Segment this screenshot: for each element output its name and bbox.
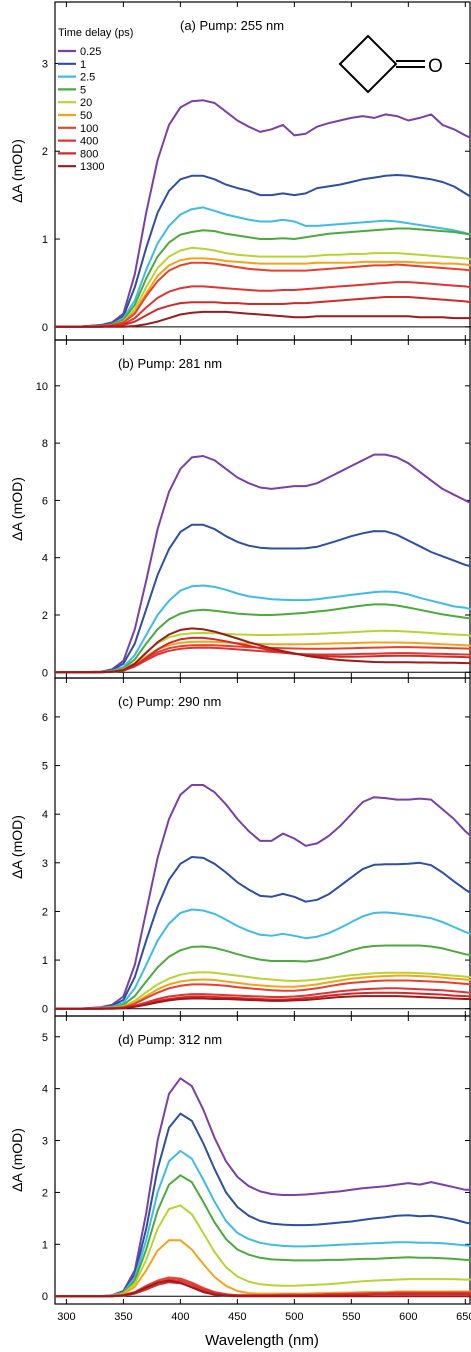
legend-entry: 0.25 [80, 46, 101, 58]
legend-entry: 400 [80, 136, 98, 148]
legend-entry: 2.5 [80, 72, 95, 84]
legend-entry: 100 [80, 123, 98, 135]
y-tick-label: 0 [42, 667, 48, 679]
y-axis-label: ΔA (mOD) [9, 815, 25, 879]
series-line-0.25 [55, 99, 471, 328]
series-line-1300 [55, 627, 471, 674]
y-tick-label: 3 [42, 58, 48, 70]
y-tick-label: 2 [42, 146, 48, 158]
series-line-1 [55, 1112, 471, 1298]
series-line-800 [55, 636, 471, 674]
series-line-5 [55, 603, 471, 674]
legend-entry: 50 [80, 110, 92, 122]
y-tick-label: 4 [42, 809, 48, 821]
y-tick-label: 1 [42, 1239, 48, 1251]
plot-frame [54, 677, 471, 1017]
y-tick-label: 2 [42, 906, 48, 918]
y-tick-label: 2 [42, 1187, 48, 1199]
series-line-50 [55, 974, 471, 1010]
series-line-1300 [55, 1279, 471, 1298]
x-tick-label: 400 [171, 1311, 189, 1323]
y-tick-label: 0 [42, 322, 48, 334]
x-tick-label: 350 [114, 1311, 132, 1323]
y-tick-label: 3 [42, 858, 48, 870]
series-line-1 [55, 856, 471, 1010]
x-tick-label: 550 [342, 1311, 360, 1323]
series-line-1 [55, 174, 471, 328]
x-tick-label: 500 [285, 1311, 303, 1323]
y-axis-label: ΔA (mOD) [9, 1128, 25, 1192]
series-line-2.5 [55, 1149, 471, 1298]
chart-legend: Time delay (ps) 0.2512.55205010040080013… [58, 27, 133, 173]
series-line-5 [55, 944, 471, 1010]
series-line-2.5 [55, 584, 471, 674]
series-line-50 [55, 640, 471, 674]
panel-label: (a) Pump: 255 nm [180, 18, 284, 33]
y-tick-label: 1 [42, 955, 48, 967]
legend-entry: 800 [80, 148, 98, 160]
plot-frame [54, 339, 471, 679]
series-line-100 [55, 261, 471, 328]
plot-frame [54, 1015, 471, 1305]
panel-label: (c) Pump: 290 nm [118, 694, 221, 709]
series-line-5 [55, 227, 471, 328]
series-line-20 [55, 1204, 471, 1298]
panel-c: 0 1 2 3 4 5 6 ΔA (mOD) (c) Pump: 290 nm [9, 677, 471, 1017]
x-axis-label: Wavelength (nm) [205, 1332, 319, 1349]
series-line-1 [55, 523, 471, 674]
series-line-0.25 [55, 453, 471, 674]
plot-frame [54, 1, 471, 341]
x-tick-label: 450 [228, 1311, 246, 1323]
y-axis-label: ΔA (mOD) [9, 139, 25, 203]
y-tick-label: 1 [42, 234, 48, 246]
oxygen-label: O [428, 56, 443, 77]
x-tick-label: 650 [456, 1311, 471, 1323]
series-line-1300 [55, 995, 471, 1010]
series-line-2.5 [55, 908, 471, 1010]
series-line-5 [55, 1174, 471, 1298]
y-tick-label: 0 [42, 1291, 48, 1303]
series-line-20 [55, 246, 471, 328]
cyclobutanone-structure-icon: O [338, 34, 443, 94]
y-tick-label: 3 [42, 1136, 48, 1148]
y-tick-label: 10 [36, 381, 48, 393]
series-line-400 [55, 281, 471, 328]
panel-label: (b) Pump: 281 nm [118, 356, 222, 371]
legend-entry: 20 [80, 97, 92, 109]
panel-b: 0 2 4 6 8 10 ΔA (mOD) (b) Pump: 281 nm [9, 339, 471, 679]
legend-entry: 1 [80, 59, 86, 71]
y-tick-label: 5 [42, 1032, 48, 1044]
series-line-0.25 [55, 1077, 471, 1298]
series-line-50 [55, 1239, 471, 1298]
panel-label: (d) Pump: 312 nm [118, 1032, 222, 1047]
series-line-50 [55, 257, 471, 328]
y-tick-label: 6 [42, 712, 48, 724]
series-line-0.25 [55, 784, 471, 1010]
y-axis-label: ΔA (mOD) [9, 477, 25, 541]
y-tick-label: 5 [42, 761, 48, 773]
y-tick-label: 0 [42, 1004, 48, 1016]
series-line-400 [55, 987, 471, 1010]
series-line-1300 [55, 310, 471, 328]
legend-entry: 5 [80, 84, 86, 96]
series-line-20 [55, 971, 471, 1010]
legend-entry: 1300 [80, 161, 104, 173]
x-tick-label: 300 [57, 1311, 75, 1323]
series-line-800 [55, 296, 471, 328]
y-tick-label: 8 [42, 438, 48, 450]
y-tick-label: 2 [42, 610, 48, 622]
series-line-2.5 [55, 206, 471, 328]
series-line-100 [55, 979, 471, 1010]
y-tick-label: 6 [42, 495, 48, 507]
legend-title: Time delay (ps) [58, 27, 133, 39]
panel-d: 0 1 2 3 4 5 300 350 400 450 500 550 600 650 ΔA (mOD) (d… [9, 1015, 471, 1323]
y-tick-label: 4 [42, 1084, 48, 1096]
x-tick-label: 600 [399, 1311, 417, 1323]
y-tick-label: 4 [42, 553, 48, 565]
panel-a: 0 1 2 3 ΔA (mOD) (a) Pump: 255 nm [9, 1, 471, 341]
